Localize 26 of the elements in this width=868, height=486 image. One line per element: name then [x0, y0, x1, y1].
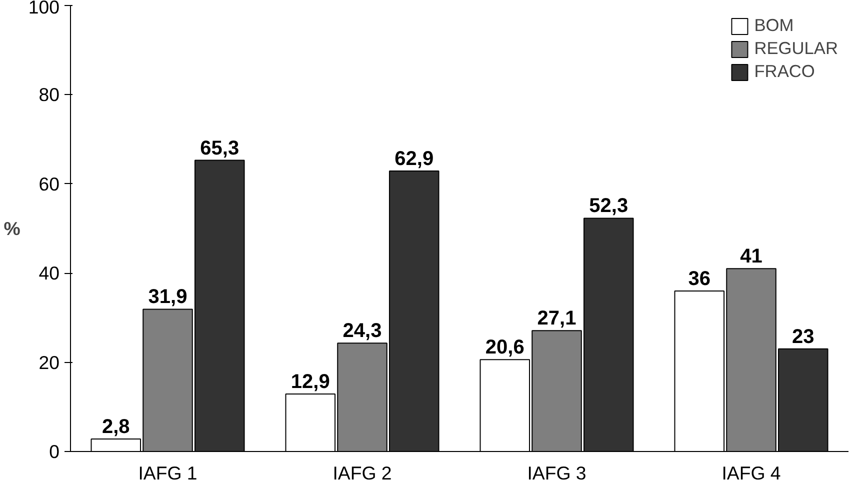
y-tick-label: 20: [38, 352, 60, 373]
y-tick-label: 80: [38, 84, 60, 106]
data-label: 62,9: [394, 148, 434, 170]
data-label: 24,3: [342, 320, 382, 342]
data-label: 12,9: [290, 370, 330, 393]
data-label: 65,3: [200, 137, 240, 160]
y-axis-title: %: [4, 218, 21, 239]
data-label: 27,1: [537, 308, 576, 330]
legend-label: REGULAR: [754, 38, 838, 59]
y-tick-label: 60: [38, 173, 60, 194]
data-label: 31,9: [148, 286, 188, 308]
legend-label: FRACO: [754, 61, 815, 82]
y-tick-label: 40: [38, 262, 60, 284]
data-label: 36: [688, 268, 711, 290]
x-tick-label: IAFG 2: [332, 462, 392, 484]
x-tick-label: IAFG 3: [527, 462, 586, 484]
y-tick-label: 0: [49, 441, 60, 462]
data-label: 23: [792, 326, 814, 348]
data-label: 20,6: [485, 336, 524, 359]
data-label: 41: [740, 246, 762, 268]
x-tick-label: IAFG 1: [138, 462, 198, 484]
data-label: 2,8: [102, 416, 130, 438]
x-tick-label: IAFG 4: [722, 462, 781, 484]
y-tick-label: 100: [28, 0, 60, 18]
legend-label: BOM: [754, 15, 794, 36]
data-label: 52,3: [589, 195, 628, 218]
